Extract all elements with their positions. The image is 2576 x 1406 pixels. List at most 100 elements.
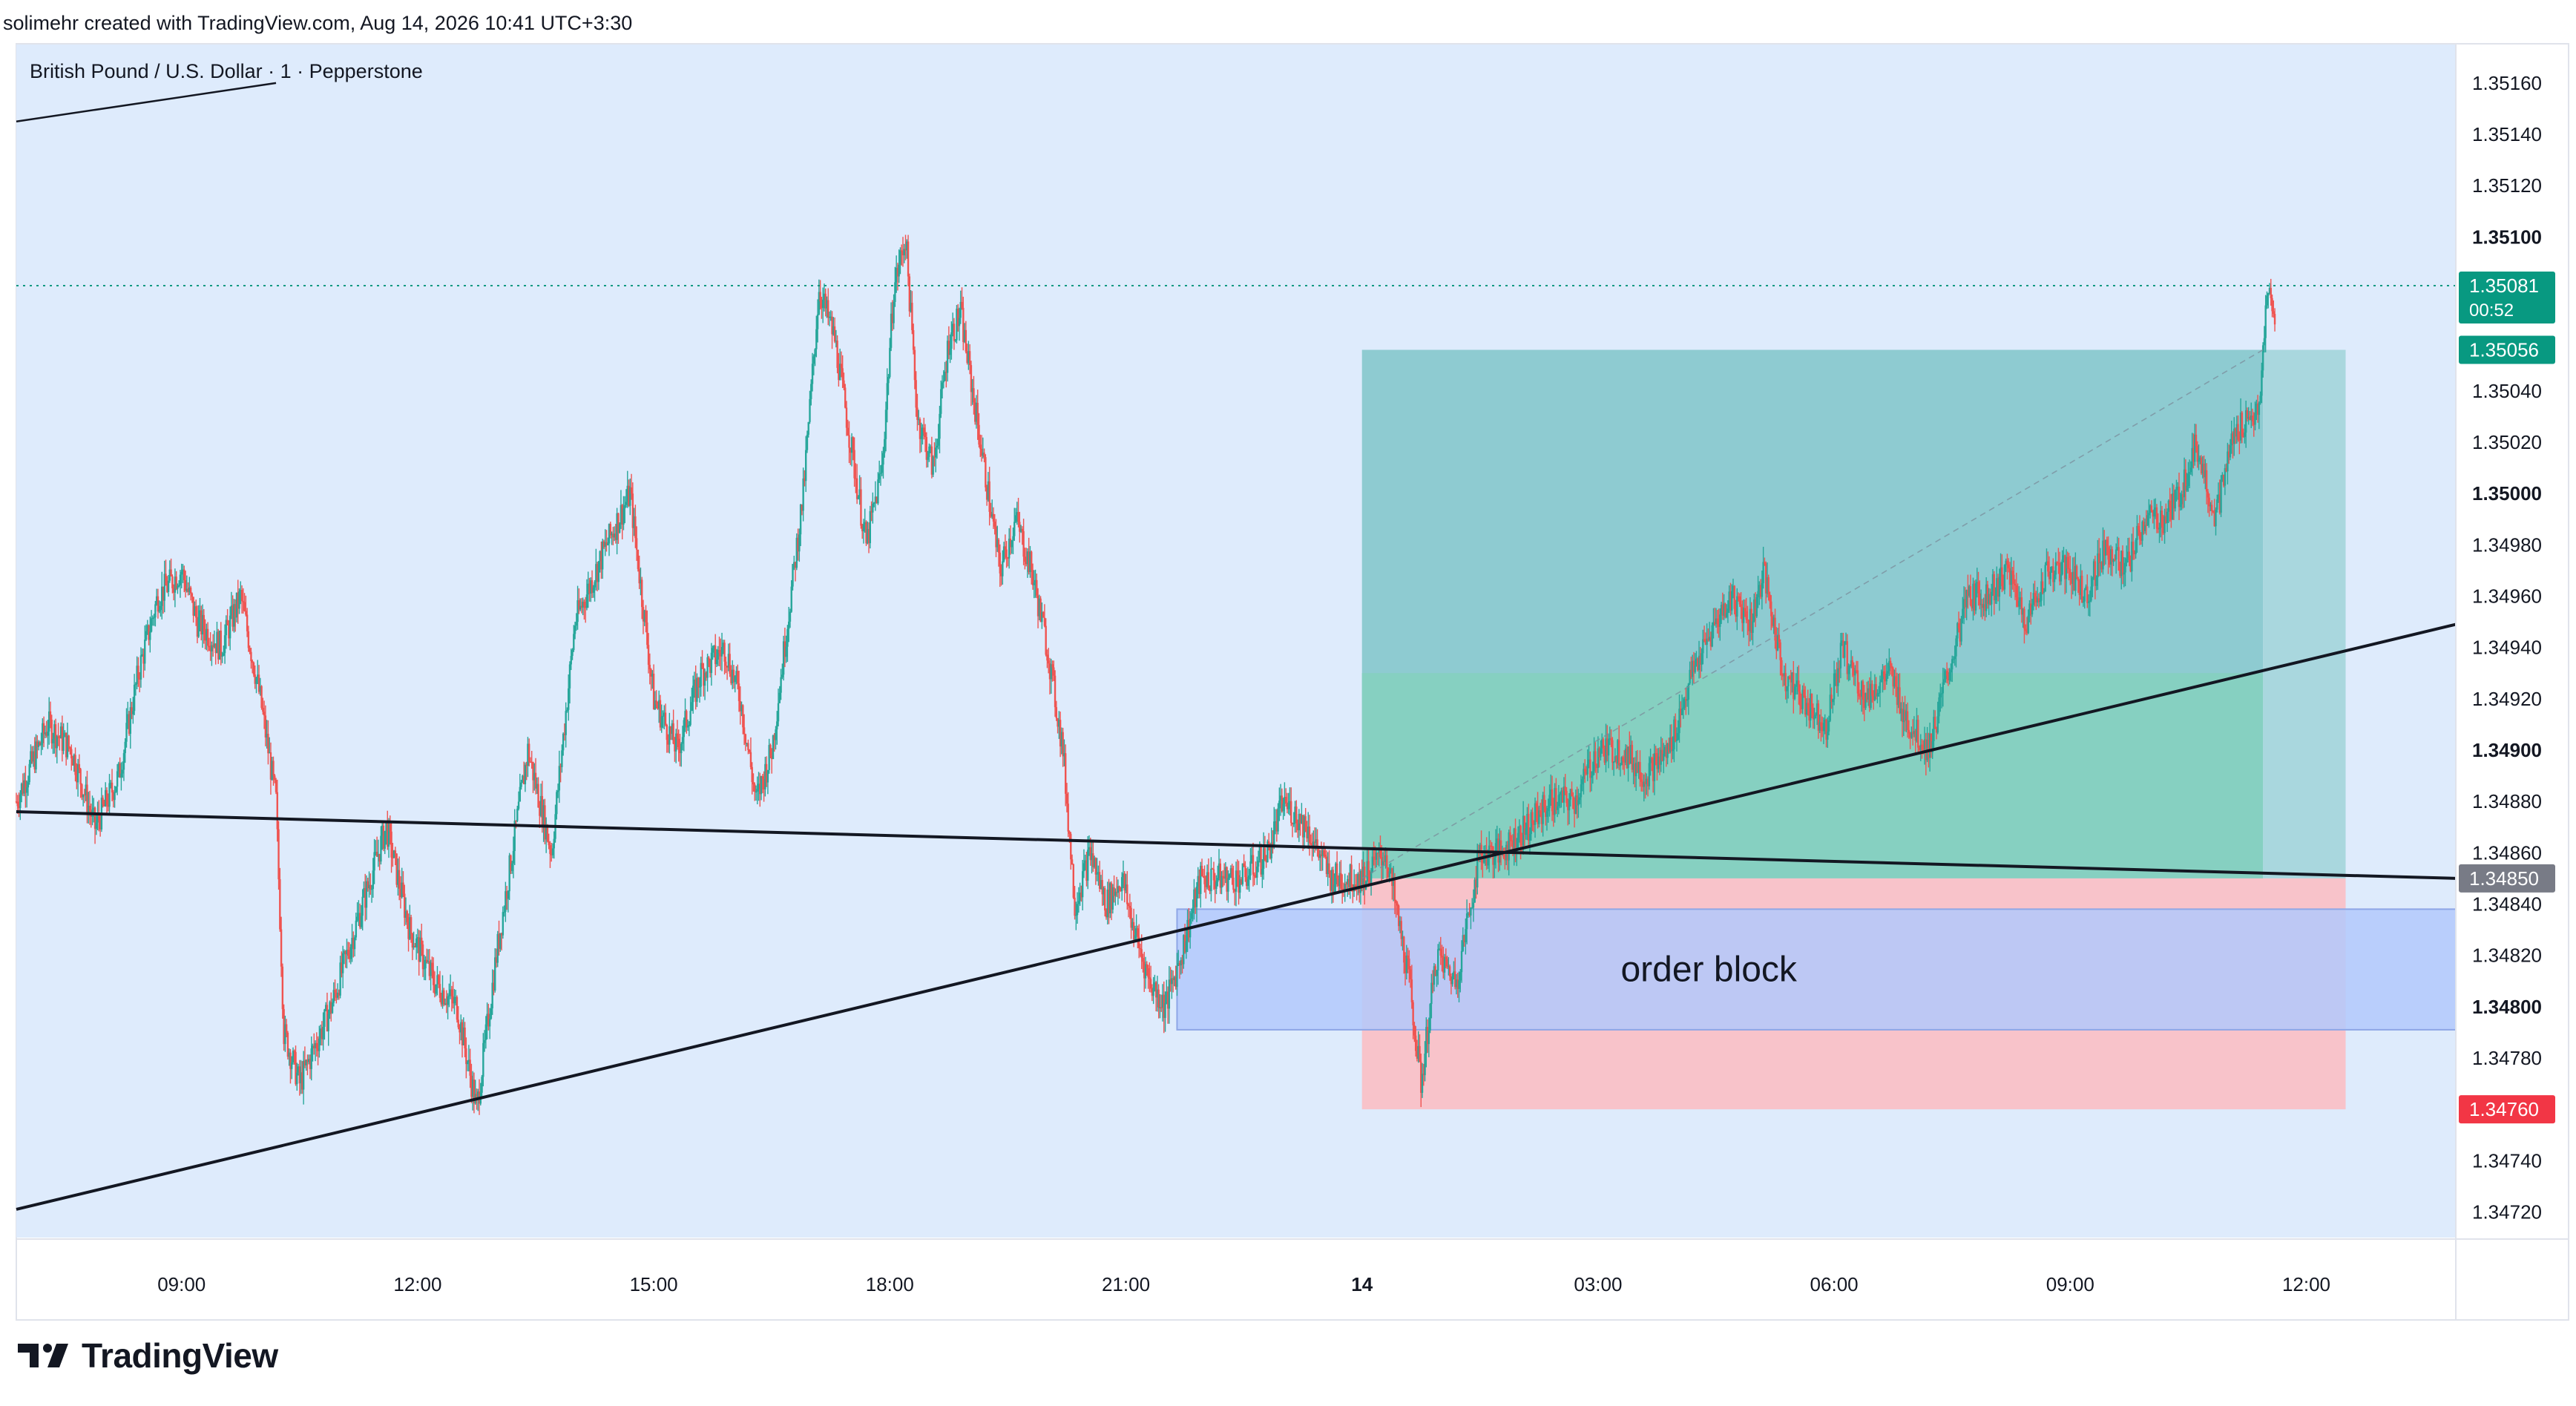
candle-body (1412, 1002, 1414, 1025)
candle-body (804, 450, 807, 482)
candle-body (1719, 614, 1721, 627)
candle-body (1836, 673, 1838, 686)
candle-body (1759, 585, 1762, 597)
candle-body (293, 1051, 295, 1052)
candle-body (1846, 641, 1848, 674)
candle-body (151, 617, 154, 619)
candle-body (385, 821, 387, 832)
candle-body (142, 654, 145, 664)
candle-body (2075, 565, 2078, 578)
candle-body (1547, 808, 1549, 812)
candle-body (886, 383, 888, 410)
candle-body (247, 631, 250, 648)
candle-body (1417, 1045, 1419, 1059)
candle-body (119, 763, 121, 778)
candle-body (1646, 778, 1649, 786)
candle-body (1585, 771, 1588, 775)
candle-body (1741, 607, 1744, 623)
candle-body (88, 805, 90, 813)
candle-body (993, 521, 996, 527)
candle-body (683, 720, 685, 738)
candle-body (482, 1042, 484, 1077)
candle-body (1670, 737, 1673, 752)
candle-body (1451, 976, 1453, 985)
candle-body (714, 645, 717, 665)
candle-body (1837, 668, 1839, 686)
candle-body (511, 863, 513, 871)
candle-body (1019, 522, 1021, 532)
candle-body (172, 588, 175, 593)
candle-body (1602, 739, 1605, 749)
candle-body (1685, 699, 1687, 701)
candle-body (1581, 779, 1583, 785)
candle-body (1866, 693, 1868, 700)
candle-body (237, 592, 239, 609)
candle-body (1480, 844, 1482, 855)
candle-body (566, 709, 568, 712)
candle-body (2215, 509, 2217, 527)
candle-body (949, 349, 951, 355)
candle-body (1767, 577, 1770, 595)
candle-body (1144, 964, 1147, 979)
candle-body (1312, 841, 1315, 848)
candle-body (899, 250, 901, 265)
candle-body (732, 669, 735, 683)
candle-body (1077, 901, 1080, 904)
candle-body (629, 487, 631, 506)
candle-body (410, 917, 413, 934)
candle-body (476, 1094, 478, 1100)
candle-body (1060, 732, 1063, 747)
candle-body (775, 729, 777, 740)
candle-body (1450, 976, 1453, 985)
candle-body (387, 821, 389, 847)
candle-body (1872, 695, 1875, 700)
candle-body (1569, 789, 1571, 800)
candle-body (1951, 659, 1954, 670)
candle-body (409, 917, 411, 939)
candle-body (1540, 814, 1543, 824)
candle-body (558, 766, 561, 791)
candle-body (2083, 590, 2086, 602)
y-tick-label: 1.34720 (2472, 1200, 2542, 1223)
candle-body (551, 854, 553, 855)
candle-body (372, 870, 375, 890)
candle-body (1939, 694, 1942, 697)
candle-body (1911, 732, 1914, 735)
candle-body (1265, 860, 1267, 863)
candle-body (1072, 864, 1074, 898)
candle-body (2182, 494, 2184, 498)
candle-body (1583, 769, 1585, 780)
candle-body (35, 741, 37, 770)
candle-body (1445, 956, 1448, 959)
candle-body (1551, 789, 1554, 812)
candle-body (1917, 720, 1919, 748)
candle-body (2037, 598, 2040, 602)
candle-body (1954, 656, 1956, 660)
candle-body (1711, 625, 1713, 647)
candle-body (2263, 338, 2266, 346)
y-tick-label: 1.34880 (2472, 790, 2542, 812)
candle-body (681, 737, 684, 744)
candle-body (2253, 421, 2255, 425)
candle-body (1143, 962, 1146, 979)
candle-body (1632, 763, 1634, 770)
candle-body (1623, 761, 1626, 763)
candle-body (369, 884, 372, 890)
candle-body (1804, 695, 1807, 715)
x-tick-label: 03:00 (1574, 1273, 1622, 1295)
candle-body (2005, 560, 2007, 565)
candle-body (2025, 631, 2028, 634)
candle-body (966, 351, 968, 364)
candle-body (840, 364, 843, 369)
candle-body (1370, 871, 1373, 884)
candle-body (570, 655, 572, 665)
candle-body (765, 763, 768, 783)
candle-body (2018, 600, 2020, 607)
candle-body (2104, 539, 2107, 556)
candle-body (1475, 879, 1477, 888)
candle-body (2150, 505, 2153, 511)
candle-body (1295, 807, 1298, 824)
candle-body (2112, 559, 2115, 562)
candle-body (2109, 559, 2111, 565)
